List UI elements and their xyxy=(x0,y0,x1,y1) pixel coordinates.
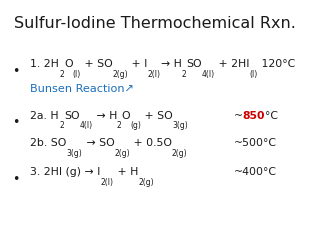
Text: 4(l): 4(l) xyxy=(79,121,92,130)
Text: + 0.5O: + 0.5O xyxy=(130,138,172,148)
Text: ~500°C: ~500°C xyxy=(234,138,276,148)
Text: Bunsen Reaction↗: Bunsen Reaction↗ xyxy=(30,84,134,94)
Text: °C: °C xyxy=(265,111,278,121)
Text: 2: 2 xyxy=(59,121,64,130)
Text: 2(g): 2(g) xyxy=(138,178,154,187)
Text: •: • xyxy=(12,116,20,129)
Text: •: • xyxy=(12,173,20,186)
Text: SO: SO xyxy=(186,59,202,69)
Text: + SO: + SO xyxy=(141,111,173,121)
Text: + I: + I xyxy=(128,59,148,69)
Text: 2(g): 2(g) xyxy=(113,70,128,79)
Text: 850: 850 xyxy=(243,111,265,121)
Text: + 2HI: + 2HI xyxy=(215,59,250,69)
Text: → H: → H xyxy=(161,59,181,69)
Text: (l): (l) xyxy=(73,70,81,79)
Text: O: O xyxy=(122,111,130,121)
Text: ~400°C: ~400°C xyxy=(234,167,276,177)
Text: 3(g): 3(g) xyxy=(173,121,189,130)
Text: 2: 2 xyxy=(117,121,122,130)
Text: 2: 2 xyxy=(181,70,186,79)
Text: 2(g): 2(g) xyxy=(172,149,188,158)
Text: (g): (g) xyxy=(130,121,141,130)
Text: + H: + H xyxy=(114,167,138,177)
Text: 120°C: 120°C xyxy=(258,59,295,69)
Text: •: • xyxy=(12,65,20,78)
Text: Sulfur-Iodine Thermochemical Rxn.: Sulfur-Iodine Thermochemical Rxn. xyxy=(14,16,296,30)
Text: 3. 2HI (g) → I: 3. 2HI (g) → I xyxy=(30,167,101,177)
Text: → SO: → SO xyxy=(83,138,114,148)
Text: 2b. SO: 2b. SO xyxy=(30,138,67,148)
Text: 2(l): 2(l) xyxy=(148,70,161,79)
Text: + SO: + SO xyxy=(81,59,113,69)
Text: 1. 2H: 1. 2H xyxy=(30,59,59,69)
Text: 2(g): 2(g) xyxy=(114,149,130,158)
Text: 2: 2 xyxy=(59,70,64,79)
Text: → H: → H xyxy=(92,111,117,121)
Text: 4(l): 4(l) xyxy=(202,70,215,79)
Text: 2a. H: 2a. H xyxy=(30,111,59,121)
Text: (l): (l) xyxy=(250,70,258,79)
Text: SO: SO xyxy=(64,111,79,121)
Text: 2(l): 2(l) xyxy=(101,178,114,187)
Text: 3(g): 3(g) xyxy=(67,149,83,158)
Text: O: O xyxy=(64,59,73,69)
Text: ~: ~ xyxy=(234,111,243,121)
